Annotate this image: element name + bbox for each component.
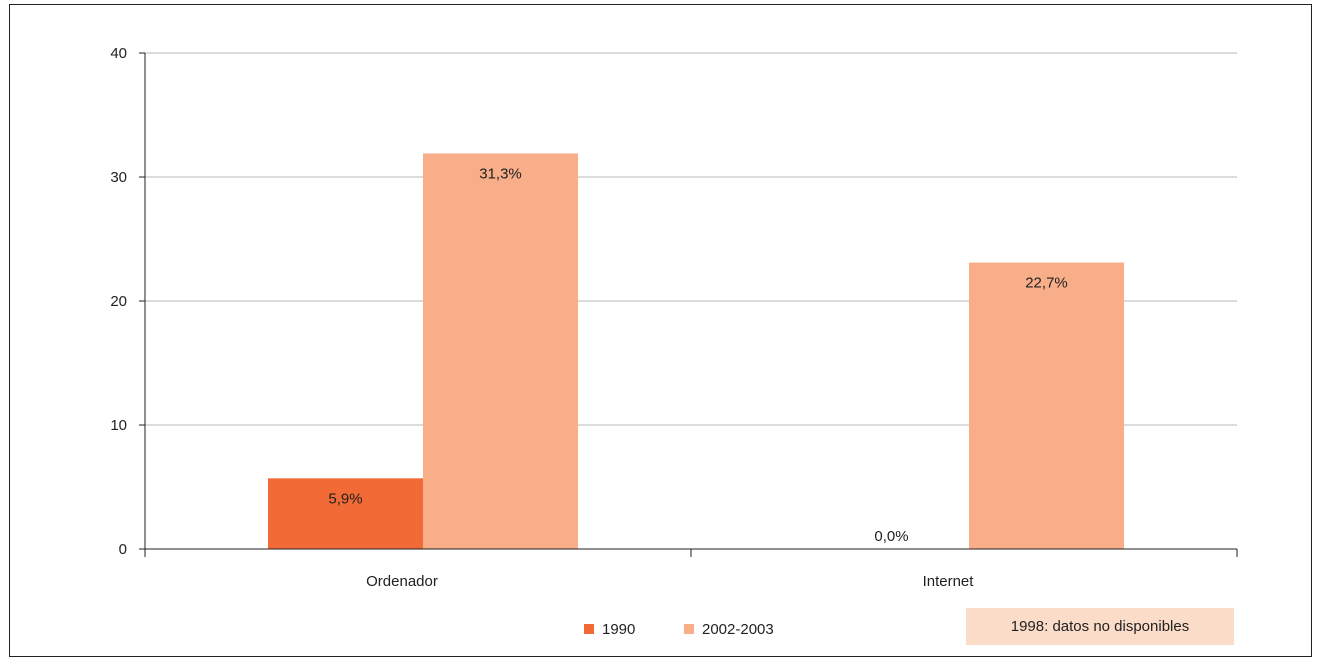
bar-label: 5,9% — [328, 490, 362, 507]
legend-label: 1990 — [602, 621, 635, 638]
y-tick-labels: 0 10 20 30 40 — [110, 45, 127, 558]
axes — [139, 52, 1238, 557]
bar-series-2 — [969, 262, 1124, 549]
y-tick-label: 0 — [119, 541, 127, 558]
bars — [268, 153, 1124, 549]
y-tick-label: 40 — [110, 45, 127, 62]
x-category-label: Internet — [923, 573, 975, 590]
bar-label: 31,3% — [479, 165, 522, 182]
bar-label: 0,0% — [874, 528, 908, 545]
y-tick-label: 10 — [110, 417, 127, 434]
chart-frame: 0 10 20 30 40 Ordenador Internet 5,9% 31,3% 0,0… — [9, 4, 1312, 657]
note-text: 1998: datos no disponibles — [1010, 618, 1190, 635]
bar-label: 22,7% — [1025, 275, 1068, 292]
y-tick-label: 30 — [110, 169, 127, 186]
x-category-labels: Ordenador Internet — [366, 573, 974, 590]
bar-labels: 5,9% 31,3% 0,0% 22,7% — [328, 165, 1067, 545]
chart-svg: 0 10 20 30 40 Ordenador Internet 5,9% 31,3% 0,0… — [110, 45, 1238, 638]
legend: 1990 2002-2003 — [584, 621, 774, 638]
legend-swatch — [684, 624, 694, 634]
bar-series-1 — [268, 478, 423, 549]
legend-swatch — [584, 624, 594, 634]
y-tick-label: 20 — [110, 293, 127, 310]
bar-series-2 — [423, 153, 578, 549]
note-box: 1998: datos no disponibles — [966, 608, 1234, 645]
legend-label: 2002-2003 — [702, 621, 774, 638]
x-category-label: Ordenador — [366, 573, 438, 590]
